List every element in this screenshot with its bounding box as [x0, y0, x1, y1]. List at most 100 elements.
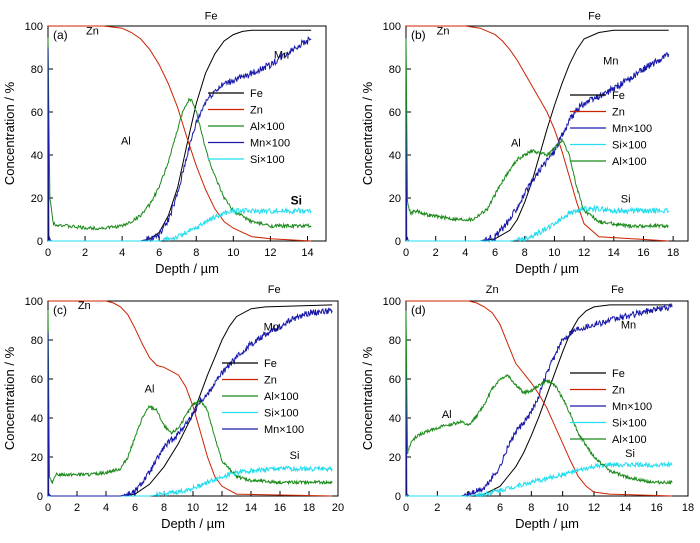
legend-entry: Zn — [250, 105, 263, 117]
legend-entry: Mn×100 — [264, 424, 304, 436]
y-tick-label: 0 — [395, 236, 401, 248]
x-axis-label: Depth / µm — [161, 516, 225, 531]
legend: Fe Zn Al×100 Si×100 Mn×100 — [222, 358, 304, 436]
x-tick-label: 10 — [557, 502, 569, 514]
series-line-fe — [406, 29, 669, 242]
legend-entry: Al×100 — [612, 434, 647, 446]
series-line-fe — [406, 304, 673, 497]
legend-entry: Zn — [264, 375, 277, 387]
legend-entry: Mn×100 — [612, 123, 652, 135]
panel-label: (c) — [53, 303, 67, 317]
legend-entry: Zn — [612, 385, 625, 397]
legend-entry: Mn×100 — [250, 138, 290, 150]
x-tick-label: 16 — [274, 502, 286, 514]
x-tick-label: 14 — [608, 247, 620, 259]
y-axis-label: Concentration / % — [2, 81, 17, 185]
curve-annotation: Fe — [268, 284, 281, 296]
curve-annotation: Al — [121, 135, 131, 147]
x-axis-label: Depth / µm — [515, 261, 579, 276]
legend-entry: Si×100 — [250, 154, 285, 166]
y-axis-label: Concentration / % — [360, 346, 375, 450]
x-tick-label: 2 — [434, 502, 440, 514]
x-tick-label: 0 — [45, 502, 51, 514]
y-tick-label: 20 — [389, 452, 401, 464]
series-line-al — [47, 37, 312, 231]
y-tick-label: 100 — [383, 21, 401, 33]
curve-annotation: Fe — [588, 11, 601, 23]
x-tick-label: 2 — [82, 247, 88, 259]
plot-frame — [405, 300, 689, 497]
y-tick-label: 100 — [25, 296, 43, 308]
legend-entry: Al×100 — [612, 156, 647, 168]
y-tick-label: 80 — [389, 335, 401, 347]
curve-annotation: Zn — [86, 26, 99, 38]
y-tick-label: 20 — [31, 452, 43, 464]
x-tick-label: 14 — [245, 502, 257, 514]
y-tick-label: 20 — [389, 193, 401, 205]
x-tick-label: 20 — [332, 502, 344, 514]
x-tick-label: 12 — [264, 247, 276, 259]
legend-entry: Si×100 — [612, 140, 647, 152]
series-line-zn — [48, 25, 312, 242]
x-tick-label: 8 — [161, 502, 167, 514]
chart-panel-0: (a) 0 2 4 6 8 10 12 14 0 20 40 60 80 100 Depth / µm Conc… — [2, 11, 327, 276]
y-tick-label: 40 — [389, 150, 401, 162]
curve-annotation: Mn — [603, 56, 618, 68]
chart-panel-1: (b) 0 2 4 6 8 10 12 14 16 18 0 20 40 60 80 100 Depth / µm… — [360, 11, 689, 276]
legend: Fe Zn Al×100 Mn×100 Si×100 — [208, 88, 290, 166]
x-tick-label: 6 — [492, 247, 498, 259]
curve-annotation: Fe — [205, 11, 218, 23]
x-tick-label: 0 — [45, 247, 51, 259]
y-tick-label: 0 — [395, 491, 401, 503]
y-tick-label: 60 — [31, 107, 43, 119]
x-tick-label: 4 — [462, 247, 468, 259]
legend-entry: Zn — [612, 107, 625, 119]
curve-annotation: Mn — [264, 321, 279, 333]
curve-annotation: Al — [511, 137, 521, 149]
y-tick-label: 80 — [31, 335, 43, 347]
series-line-zn — [406, 25, 669, 242]
x-tick-label: 10 — [227, 247, 239, 259]
y-tick-label: 60 — [389, 374, 401, 386]
legend-entry: Al×100 — [250, 121, 285, 133]
curve-annotation: Zn — [437, 26, 450, 38]
legend-entry: Fe — [612, 368, 625, 380]
x-tick-label: 6 — [497, 502, 503, 514]
y-tick-label: 80 — [31, 64, 43, 76]
legend-entry: Fe — [264, 358, 277, 370]
x-tick-label: 16 — [651, 502, 663, 514]
curve-annotation: Fe — [611, 284, 624, 296]
x-tick-label: 6 — [132, 502, 138, 514]
x-tick-label: 12 — [588, 502, 600, 514]
x-tick-label: 0 — [403, 502, 409, 514]
x-tick-label: 0 — [403, 247, 409, 259]
y-axis-label: Concentration / % — [2, 346, 17, 450]
curve-annotation: Zn — [486, 284, 499, 296]
series-line-si — [406, 460, 673, 498]
legend-entry: Si×100 — [264, 408, 299, 420]
panel-label: (a) — [53, 28, 68, 42]
x-tick-label: 6 — [156, 247, 162, 259]
legend: Fe Zn Mn×100 Si×100 Al×100 — [570, 90, 652, 168]
legend: Fe Zn Mn×100 Si×100 Al×100 — [570, 368, 652, 446]
curve-annotation: Al — [145, 384, 155, 396]
chart-panel-3: (d) 0 2 4 6 8 10 12 14 16 18 0 20 40 60 80 100 Depth / µm… — [360, 284, 694, 531]
series-line-al — [405, 310, 673, 485]
curve-annotation: Mn — [621, 319, 636, 331]
series-line-zn — [48, 300, 333, 497]
x-tick-label: 18 — [303, 502, 315, 514]
x-tick-label: 18 — [682, 502, 694, 514]
series-line-al — [405, 38, 669, 230]
y-tick-label: 0 — [37, 236, 43, 248]
chart-panel-2: (c) 0 2 4 6 8 10 12 14 16 18 20 0 20 40 60 80 100 Depth / … — [2, 284, 344, 531]
x-tick-label: 2 — [433, 247, 439, 259]
curve-annotation: Si — [290, 450, 300, 462]
series-line-si — [48, 206, 312, 243]
legend-entry: Fe — [250, 88, 263, 100]
x-axis-label: Depth / µm — [155, 261, 219, 276]
x-tick-label: 8 — [522, 247, 528, 259]
x-tick-label: 12 — [578, 247, 590, 259]
y-tick-label: 60 — [31, 374, 43, 386]
y-tick-label: 40 — [31, 413, 43, 425]
